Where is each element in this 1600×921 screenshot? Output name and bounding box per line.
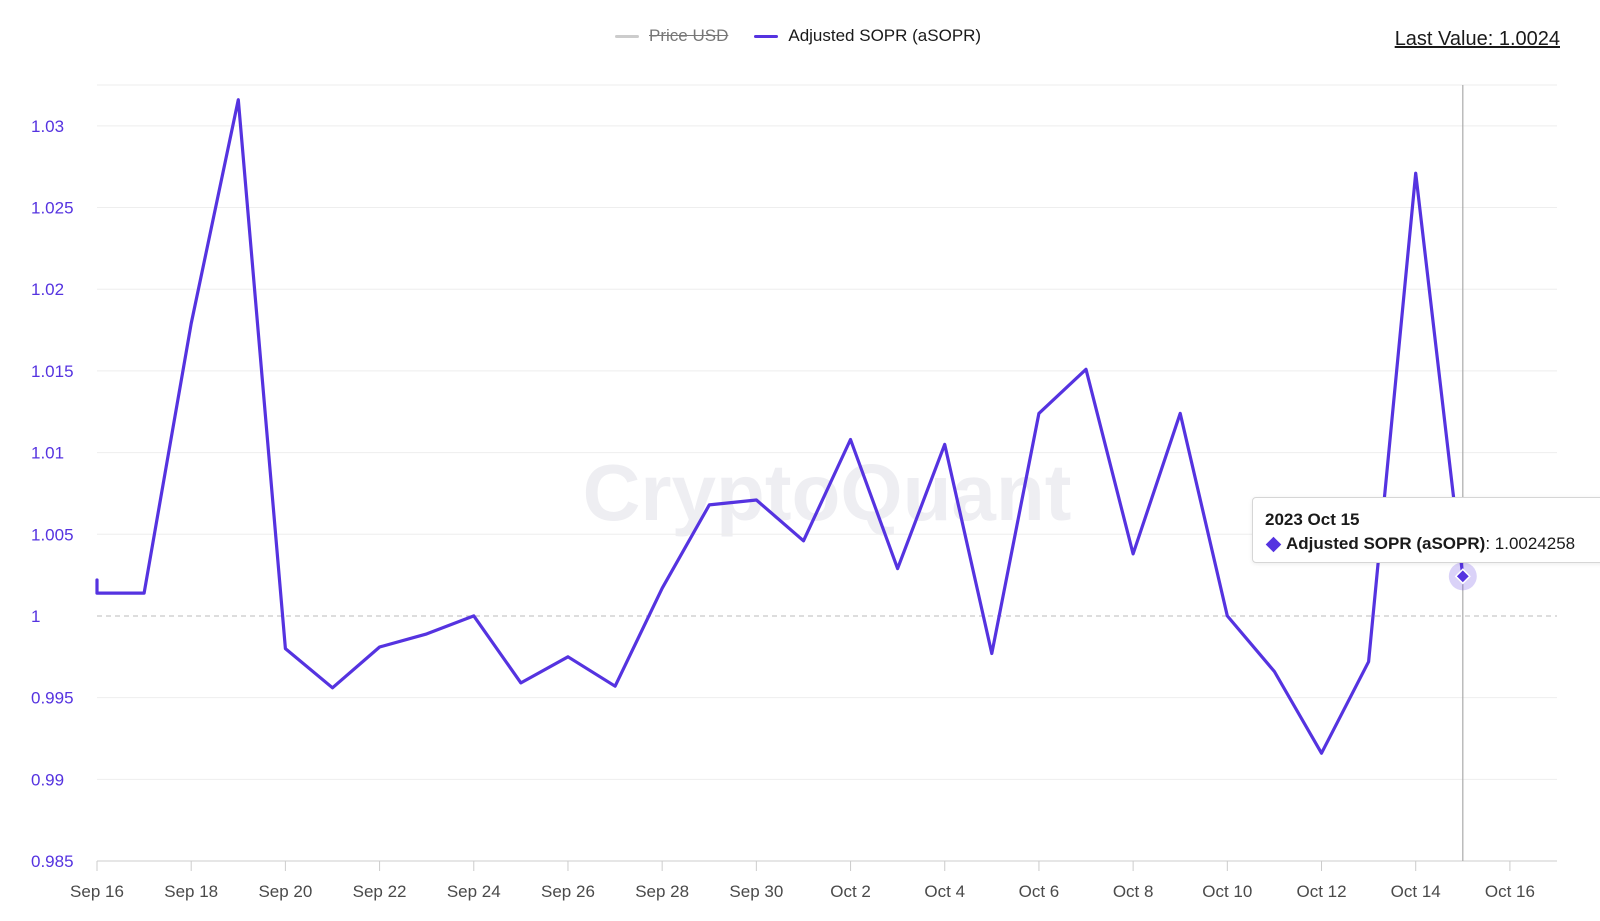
data-point — [1178, 411, 1182, 415]
data-point — [754, 498, 758, 502]
x-tick-label: Sep 20 — [258, 882, 312, 901]
x-tick-label: Oct 10 — [1202, 882, 1252, 901]
hover-diamond-marker — [1454, 568, 1471, 585]
legend-label-asopr: Adjusted SOPR (aSOPR) — [788, 26, 982, 45]
data-point — [142, 591, 146, 595]
data-point — [330, 686, 334, 690]
data-point — [990, 652, 994, 656]
data-point — [425, 632, 429, 636]
y-tick-label: 0.995 — [31, 689, 74, 708]
x-tick-label: Oct 4 — [924, 882, 965, 901]
tooltip-row: Adjusted SOPR (aSOPR): 1.0024258 — [1265, 534, 1600, 554]
y-tick-label: 1.01 — [31, 444, 64, 463]
data-point — [707, 503, 711, 507]
tooltip-date: 2023 Oct 15 — [1265, 510, 1360, 529]
legend-item-price-usd[interactable]: Price USD — [615, 26, 728, 46]
data-point — [95, 591, 99, 595]
tooltip: 2023 Oct 15 Adjusted SOPR (aSOPR): 1.002… — [1252, 497, 1600, 563]
y-tick-label: 1.02 — [31, 280, 64, 299]
y-tick-label: 1 — [31, 607, 40, 626]
data-point — [801, 539, 805, 543]
data-point — [1272, 669, 1276, 673]
x-tick-label: Sep 28 — [635, 882, 689, 901]
y-tick-label: 1.015 — [31, 362, 74, 381]
tooltip-colon: : — [1485, 534, 1495, 553]
data-point — [519, 681, 523, 685]
data-point — [1367, 660, 1371, 664]
asopr-line-swatch — [754, 34, 779, 38]
data-point — [1037, 411, 1041, 415]
price-line-swatch — [615, 34, 639, 38]
y-tick-label: 1.025 — [31, 199, 74, 218]
x-tick-label: Sep 24 — [447, 882, 501, 901]
data-point — [1131, 552, 1135, 556]
x-tick-label: Sep 18 — [164, 882, 218, 901]
legend: Price USD Adjusted SOPR (aSOPR) — [615, 26, 981, 46]
x-tick-label: Oct 2 — [830, 882, 871, 901]
asopr-series-line — [95, 98, 1465, 755]
data-point — [896, 567, 900, 571]
tooltip-value: 1.0024258 — [1494, 534, 1576, 553]
data-point — [849, 438, 853, 442]
data-point — [236, 98, 240, 102]
data-point — [1414, 171, 1418, 175]
x-tick-label: Sep 22 — [353, 882, 407, 901]
x-tick-label: Oct 6 — [1019, 882, 1060, 901]
data-point — [378, 645, 382, 649]
legend-label-price-usd: Price USD — [649, 26, 729, 45]
y-tick-label: 0.99 — [31, 770, 64, 789]
x-tick-label: Sep 26 — [541, 882, 595, 901]
data-point — [472, 614, 476, 618]
x-tick-label: Sep 16 — [70, 882, 124, 901]
x-tick-label: Oct 12 — [1296, 882, 1346, 901]
tooltip-series-name: Adjusted SOPR (aSOPR) — [1286, 534, 1486, 553]
data-point — [1084, 367, 1088, 371]
y-tick-label: 0.985 — [31, 852, 74, 871]
data-point — [566, 655, 570, 659]
data-point — [283, 647, 287, 651]
x-tick-label: Oct 8 — [1113, 882, 1154, 901]
data-point — [1225, 614, 1229, 618]
legend-item-asopr[interactable]: Adjusted SOPR (aSOPR) — [754, 26, 981, 46]
x-tick-label: Oct 16 — [1485, 882, 1535, 901]
data-point — [189, 322, 193, 326]
x-tick-label: Sep 30 — [729, 882, 783, 901]
data-point — [1320, 751, 1324, 755]
data-point — [613, 684, 617, 688]
y-tick-label: 1.005 — [31, 525, 74, 544]
diamond-icon — [1265, 536, 1282, 552]
x-tick-label: Oct 14 — [1391, 882, 1441, 901]
last-value-link[interactable]: Last Value: 1.0024 — [1394, 28, 1560, 50]
data-point — [943, 442, 947, 446]
y-tick-label: 1.03 — [31, 117, 64, 136]
data-point — [660, 586, 664, 590]
